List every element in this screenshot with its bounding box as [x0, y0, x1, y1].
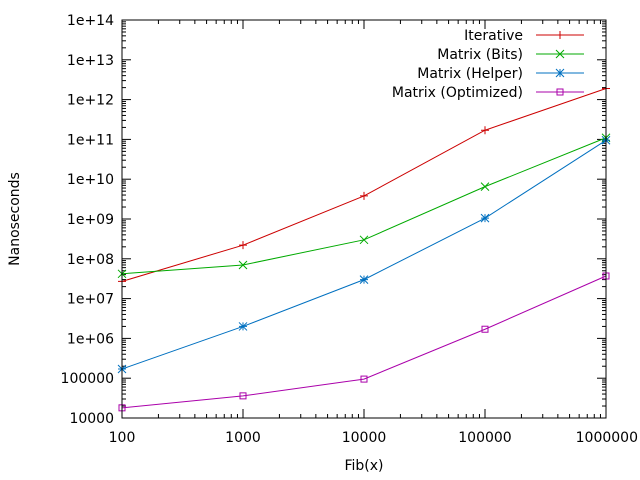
legend-label: Iterative [464, 28, 523, 44]
series-1 [117, 133, 611, 279]
series-2 [117, 135, 611, 374]
legend-entry: Iterative [464, 28, 584, 44]
data-point [360, 375, 368, 383]
data-point [480, 213, 490, 223]
legend: Iterative Matrix (Bits) Matrix (Helper) Mat… [392, 28, 584, 101]
data-point [481, 126, 489, 135]
y-tick-label: 10000 [69, 411, 114, 427]
data-point [480, 182, 490, 191]
x-tick-label: 1000000 [576, 430, 638, 446]
legend-entry: Matrix (Helper) [417, 66, 584, 82]
y-tick-label: 1e+07 [67, 292, 114, 308]
legend-marker [555, 68, 565, 78]
y-tick-label: 1e+14 [67, 13, 114, 29]
series-line [121, 139, 607, 370]
data-point [238, 260, 248, 270]
data-point [238, 322, 248, 331]
series-line [121, 275, 607, 409]
x-tick-label: 100000 [458, 430, 511, 446]
data-point [359, 235, 369, 245]
y-tick-label: 100000 [61, 371, 114, 387]
data-point [239, 241, 247, 250]
x-tick-label: 10000 [342, 430, 387, 446]
y-tick-label: 1e+06 [67, 331, 114, 347]
legend-marker [556, 88, 564, 96]
series-layer [117, 84, 611, 412]
legend-entry: Matrix (Bits) [437, 47, 584, 63]
data-point [360, 191, 368, 200]
y-axis-label: Nanoseconds [7, 172, 23, 266]
legend-label: Matrix (Optimized) [392, 85, 523, 101]
y-tick-label: 1e+13 [67, 53, 114, 69]
axis-ticks: 10000 100000 1e+06 1e+07 1e+08 1e+09 1e+10 1e+1… [61, 13, 638, 446]
x-tick-label: 100 [109, 430, 136, 446]
legend-marker [555, 49, 565, 59]
data-point [359, 275, 369, 284]
legend-label: Matrix (Bits) [437, 47, 523, 63]
y-tick-label: 1e+09 [67, 212, 114, 228]
series-line [121, 137, 607, 275]
y-tick-label: 1e+08 [67, 252, 114, 268]
series-3 [118, 272, 610, 412]
x-axis-label: Fib(x) [344, 458, 383, 474]
data-point [239, 392, 247, 400]
legend-entry: Matrix (Optimized) [392, 85, 584, 101]
series-line [121, 88, 607, 282]
legend-label: Matrix (Helper) [417, 66, 523, 82]
y-tick-label: 1e+11 [67, 132, 114, 148]
legend-marker [556, 31, 564, 39]
plot-frame [121, 19, 607, 419]
data-point [481, 325, 489, 333]
y-tick-label: 1e+10 [67, 172, 114, 188]
y-tick-label: 1e+12 [67, 93, 114, 109]
x-tick-label: 1000 [225, 430, 261, 446]
